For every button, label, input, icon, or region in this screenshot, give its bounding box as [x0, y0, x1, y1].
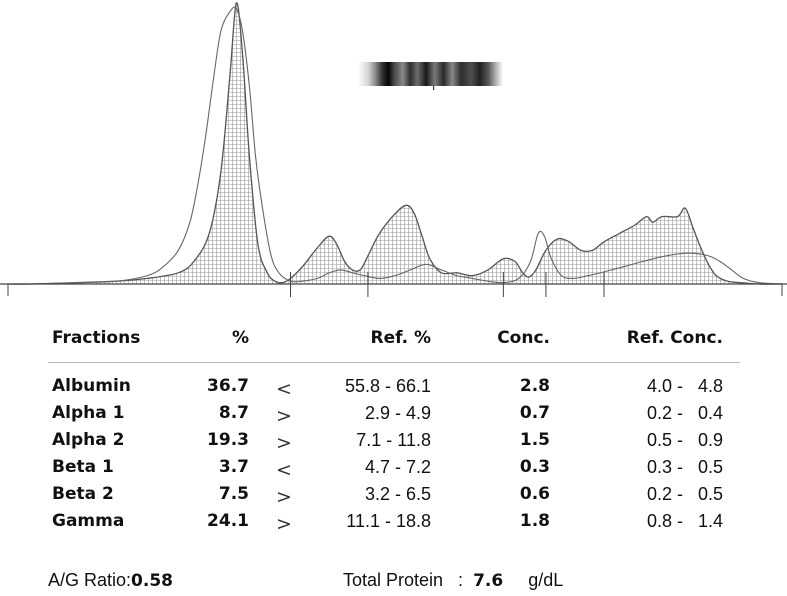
flag-indicator: <: [276, 459, 292, 481]
ag-ratio-value: 0.58: [131, 571, 173, 591]
header-fractions: Fractions: [52, 328, 141, 348]
table-row: Alpha 2 19.3 > 7.1 - 11.8 1.5 0.5 - 0.9: [0, 430, 787, 456]
header-ref-conc: Ref. Conc.: [626, 328, 723, 348]
table-row: Beta 2 7.5 > 3.2 - 6.5 0.6 0.2 - 0.5: [0, 484, 787, 510]
ref-concentration-range: 0.2 - 0.5: [646, 484, 723, 504]
fraction-name: Albumin: [52, 376, 131, 396]
table-row: Gamma 24.1 > 11.1 - 18.8 1.8 0.8 - 1.4: [0, 511, 787, 537]
flag-indicator: >: [276, 432, 292, 454]
fraction-name: Alpha 1: [52, 403, 125, 423]
ref-concentration-range: 0.3 - 0.5: [646, 457, 723, 477]
ref-concentration-range: 0.8 - 1.4: [646, 511, 723, 531]
patient-curve-line: [7, 2, 783, 285]
fraction-percent: 24.1: [207, 511, 249, 531]
ref-concentration-range: 0.2 - 0.4: [646, 403, 723, 423]
fraction-name: Gamma: [52, 511, 125, 531]
fraction-name: Alpha 2: [52, 430, 125, 450]
fraction-percent: 36.7: [207, 376, 249, 396]
reference-curve-line: [7, 6, 783, 285]
fraction-name: Beta 2: [52, 484, 114, 504]
table-row: Alpha 1 8.7 > 2.9 - 4.9 0.7 0.2 - 0.4: [0, 403, 787, 429]
fraction-concentration: 0.7: [519, 403, 550, 423]
table-row: Beta 1 3.7 < 4.7 - 7.2 0.3 0.3 - 0.5: [0, 457, 787, 483]
header-divider: [48, 362, 740, 363]
ref-percent-range: 11.1 - 18.8: [346, 511, 431, 531]
flag-indicator: >: [276, 405, 292, 427]
fraction-percent: 19.3: [207, 430, 249, 450]
total-protein: Total Protein : 7.6 g/dL: [343, 570, 563, 591]
ref-percent-range: 4.7 - 7.2: [364, 457, 431, 477]
total-protein-label: Total Protein :: [343, 570, 464, 590]
ag-ratio: A/G Ratio:0.58: [48, 570, 173, 591]
fraction-concentration: 0.3: [519, 457, 550, 477]
ref-percent-range: 55.8 - 66.1: [344, 376, 431, 396]
patient-curve-fill: [8, 2, 782, 285]
electrophoresis-chart: [0, 2, 787, 297]
fraction-percent: 3.7: [218, 457, 249, 477]
fraction-concentration: 1.8: [519, 511, 550, 531]
header-percent: %: [231, 328, 249, 348]
fraction-percent: 7.5: [218, 484, 249, 504]
ref-percent-range: 2.9 - 4.9: [364, 403, 431, 423]
header-conc: Conc.: [497, 328, 550, 348]
total-protein-unit: g/dL: [528, 570, 564, 590]
gel-strip-image: [358, 62, 503, 90]
ag-ratio-label: A/G Ratio:: [48, 570, 132, 590]
flag-indicator: >: [276, 486, 292, 508]
fraction-name: Beta 1: [52, 457, 114, 477]
ref-percent-range: 7.1 - 11.8: [356, 430, 431, 450]
ref-concentration-range: 0.5 - 0.9: [646, 430, 723, 450]
fraction-concentration: 2.8: [519, 376, 550, 396]
ref-concentration-range: 4.0 - 4.8: [646, 376, 723, 396]
fraction-percent: 8.7: [218, 403, 249, 423]
fraction-concentration: 0.6: [519, 484, 550, 504]
header-ref-percent: Ref. %: [370, 328, 432, 348]
flag-indicator: <: [276, 378, 292, 400]
ref-percent-range: 3.2 - 6.5: [364, 484, 431, 504]
flag-indicator: >: [276, 513, 292, 535]
table-row: Albumin 36.7 < 55.8 - 66.1 2.8 4.0 - 4.8: [0, 376, 787, 402]
fraction-concentration: 1.5: [519, 430, 550, 450]
total-protein-value: 7.6: [473, 571, 504, 591]
